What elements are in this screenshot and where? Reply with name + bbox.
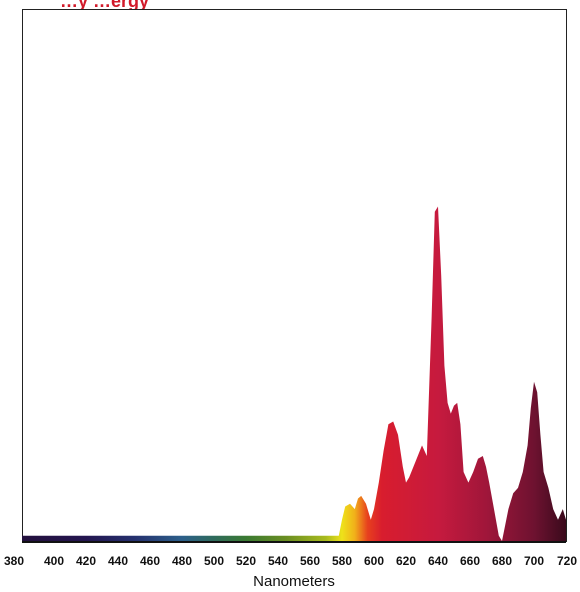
x-tick-label: 680	[492, 554, 512, 568]
x-tick-label: 640	[428, 554, 448, 568]
x-tick-label: 420	[76, 554, 96, 568]
x-tick-label: 660	[460, 554, 480, 568]
x-tick-label: 440	[108, 554, 128, 568]
x-tick-label: 380	[4, 554, 24, 568]
spectrum-area	[22, 206, 566, 541]
x-tick-label: 600	[364, 554, 384, 568]
x-axis-ticks: 380 400 420 440 460 480 500 520 540 560 580 600 620 6…	[4, 554, 577, 568]
x-tick-label: 400	[44, 554, 64, 568]
x-tick-label: 560	[300, 554, 320, 568]
x-tick-label: 720	[557, 554, 577, 568]
x-tick-label: 460	[140, 554, 160, 568]
x-axis-title: Nanometers	[253, 573, 335, 590]
x-tick-label: 540	[268, 554, 288, 568]
chart-title: …y …ergy	[60, 0, 150, 11]
plot-frame	[22, 9, 567, 542]
x-tick-label: 480	[172, 554, 192, 568]
x-tick-label: 500	[204, 554, 224, 568]
x-tick-label: 700	[524, 554, 544, 568]
x-tick-label: 620	[396, 554, 416, 568]
x-tick-label: 520	[236, 554, 256, 568]
x-tick-label: 580	[332, 554, 352, 568]
